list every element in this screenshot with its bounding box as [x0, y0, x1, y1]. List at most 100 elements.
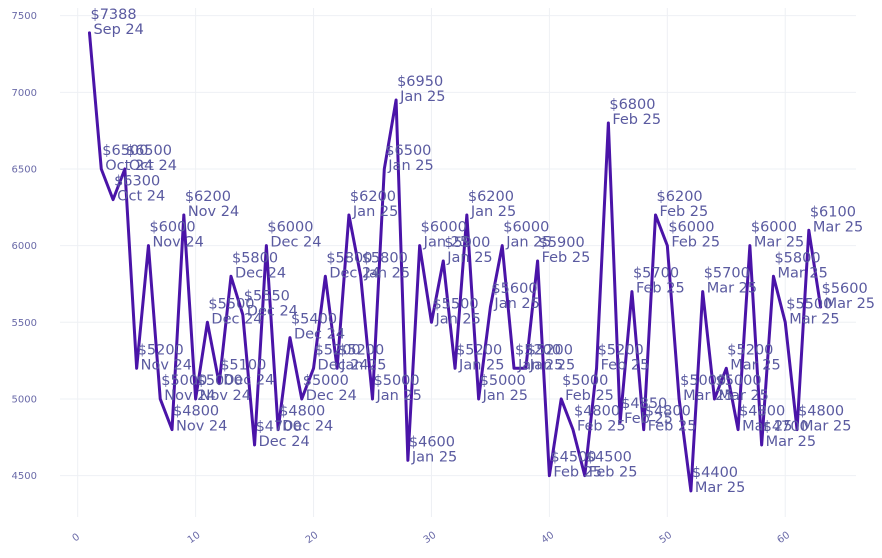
data-label-value: $5200: [727, 342, 773, 358]
data-label-value: $6950: [397, 74, 443, 90]
data-label-value: $4400: [692, 465, 738, 481]
data-label-date: Nov 24: [164, 388, 215, 404]
data-label-value: $5800: [232, 250, 278, 266]
data-point: [501, 244, 504, 247]
data-label-date: Dec 24: [259, 434, 310, 450]
data-point: [536, 259, 539, 263]
y-tick-label: 4500: [12, 471, 37, 482]
data-point: [276, 428, 280, 431]
data-label-value: $4850: [621, 396, 667, 412]
data-point: [394, 98, 398, 102]
y-tick-label: 6000: [12, 241, 37, 252]
data-label-date: Feb 25: [636, 281, 685, 297]
data-label-value: $5500: [786, 296, 832, 312]
data-point: [784, 321, 787, 324]
data-label-date: Mar 25: [718, 388, 768, 404]
data-label-date: Feb 25: [565, 388, 614, 404]
data-label-value: $6500: [385, 143, 431, 159]
data-label-value: $5800: [774, 250, 820, 266]
data-label-date: Feb 25: [589, 465, 638, 481]
data-label-value: $6200: [350, 189, 396, 205]
data-point: [371, 397, 374, 401]
data-label-value: $4800: [645, 404, 691, 420]
axis-ticks: 4500 5000 5500 6000 6500 7000 7500 0 10 20 30 40 50 6…: [12, 11, 793, 546]
x-tick-label: 50: [658, 530, 675, 546]
data-point: [725, 367, 728, 370]
data-label-value: $6200: [185, 189, 231, 205]
data-label-value: $6500: [102, 143, 148, 159]
data-label-date: Dec 24: [329, 265, 380, 281]
data-label-date: Dec 24: [306, 388, 357, 404]
data-point: [666, 244, 669, 247]
data-point: [123, 167, 127, 171]
data-label-date: Feb 25: [612, 112, 661, 128]
data-point: [170, 428, 174, 431]
data-point: [559, 397, 563, 401]
data-label-value: $4800: [173, 404, 219, 420]
data-point: [135, 367, 138, 370]
data-point: [748, 244, 752, 247]
data-point: [512, 367, 516, 370]
data-point: [677, 397, 681, 401]
data-point: [524, 367, 528, 370]
data-label-value: $5000: [480, 373, 526, 389]
data-label-value: $4500: [586, 450, 632, 466]
data-label-date: Oct 24: [129, 158, 177, 174]
data-label-value: $5500: [208, 296, 254, 312]
data-label-value: $5900: [444, 235, 490, 251]
data-label-value: $5100: [220, 358, 266, 374]
data-label-value: $6000: [149, 220, 195, 236]
data-label-value: $6000: [751, 220, 797, 236]
data-label-date: Dec 24: [270, 235, 321, 251]
data-label-value: $4800: [279, 404, 325, 420]
data-label-value: $5200: [456, 342, 502, 358]
data-point: [760, 443, 763, 447]
data-point: [335, 367, 339, 370]
data-point: [819, 305, 822, 309]
data-point: [807, 229, 811, 232]
data-label-date: Mar 25: [742, 419, 792, 435]
data-label-value: $5400: [291, 312, 337, 328]
data-label-date: Mar 25: [766, 434, 816, 450]
data-point: [430, 321, 433, 324]
data-point: [241, 313, 244, 316]
data-label-date: Jan 25: [423, 235, 469, 251]
data-label-value: $5700: [633, 266, 679, 282]
data-label-value: $5800: [362, 250, 408, 266]
data-label-date: Feb 25: [553, 465, 602, 481]
data-point: [111, 198, 115, 201]
data-label-date: Dec 24: [211, 311, 262, 327]
x-tick-label: 60: [775, 530, 792, 546]
data-point: [206, 321, 209, 324]
data-label-value: $5800: [326, 250, 372, 266]
data-point: [324, 275, 327, 278]
data-label-value: $5200: [598, 342, 644, 358]
data-label-date: Jan 25: [458, 357, 504, 373]
data-label-date: Dec 24: [318, 357, 369, 373]
data-label-date: Nov 24: [200, 388, 251, 404]
data-point: [654, 213, 657, 217]
data-point: [701, 290, 704, 293]
data-point: [772, 275, 775, 278]
data-label-value: $6800: [609, 97, 655, 113]
data-label-value: $4800: [798, 404, 844, 420]
data-label-value: $5200: [527, 342, 573, 358]
data-point: [583, 474, 586, 477]
data-label-value: $5200: [315, 342, 361, 358]
data-label-value: $5000: [715, 373, 761, 389]
data-label-value: $6000: [267, 220, 313, 236]
data-label-date: Jan 25: [482, 388, 528, 404]
data-label-date: Feb 25: [601, 357, 650, 373]
data-label-date: Nov 24: [141, 357, 192, 373]
data-label-date: Mar 25: [695, 480, 745, 496]
data-point: [147, 244, 150, 247]
data-label-date: Mar 25: [707, 281, 757, 297]
data-label-value: $5200: [138, 342, 184, 358]
data-label-value: $5000: [680, 373, 726, 389]
data-label-date: Feb 25: [671, 235, 720, 251]
data-label-date: Feb 25: [577, 419, 626, 435]
data-point: [442, 259, 445, 263]
data-label-value: $4800: [739, 404, 785, 420]
